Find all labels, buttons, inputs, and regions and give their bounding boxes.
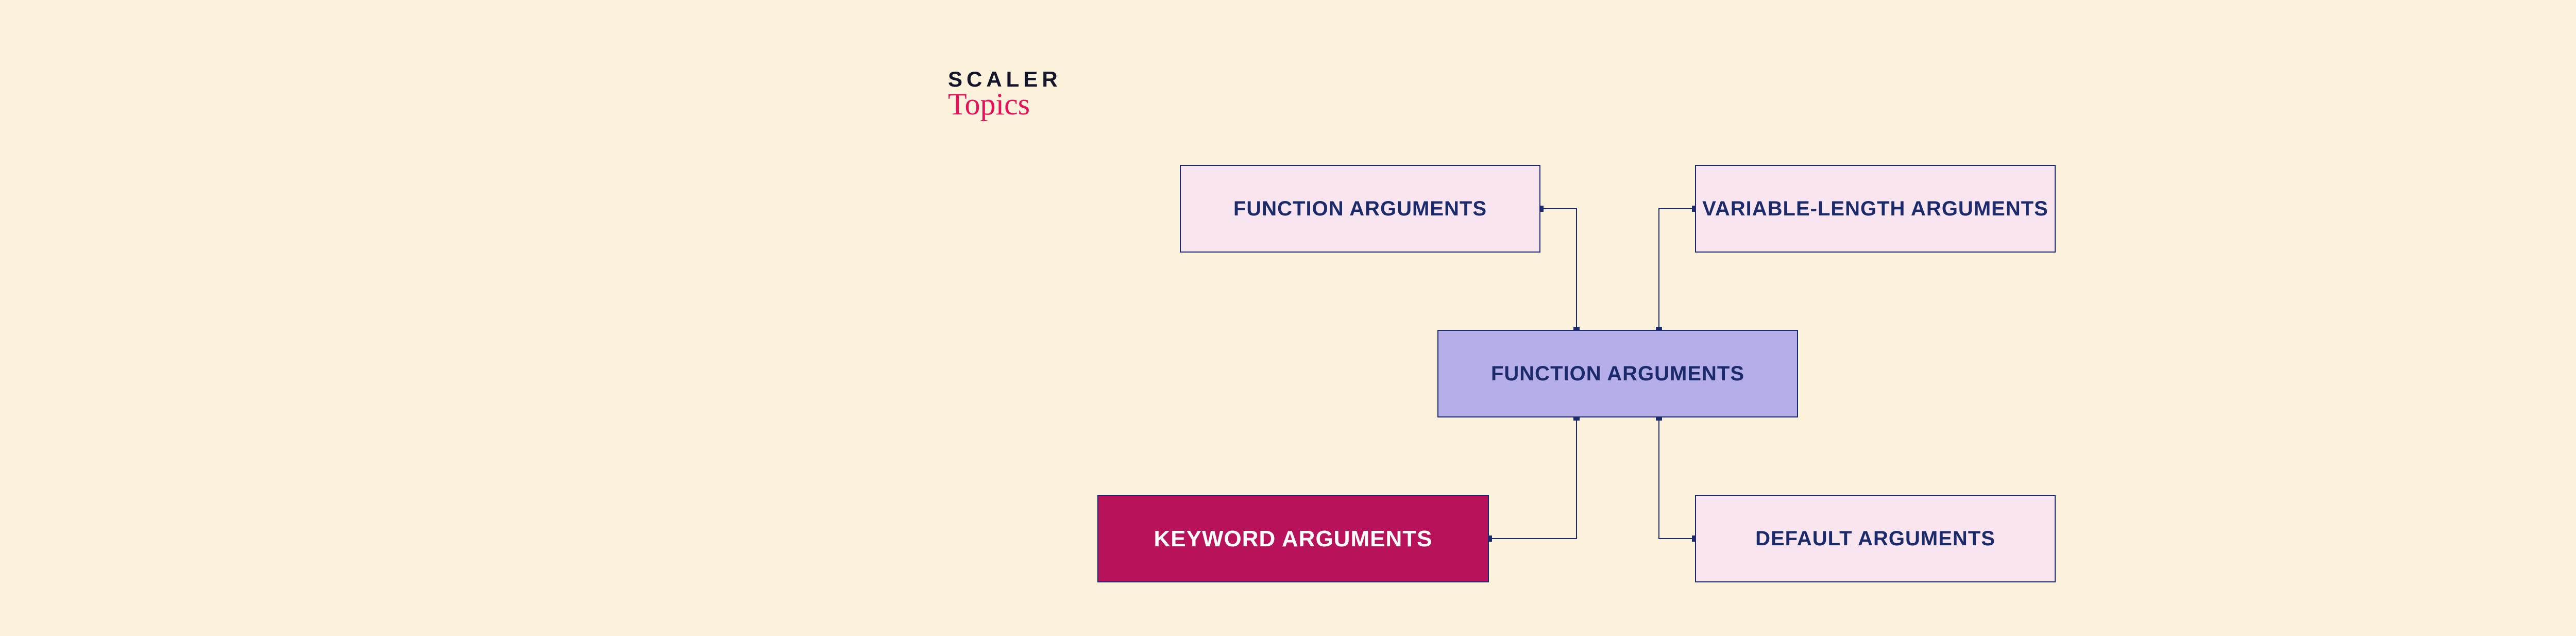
node-label: FUNCTION ARGUMENTS [1233, 196, 1487, 222]
node-top-left: FUNCTION ARGUMENTS [1180, 165, 1540, 253]
node-label: KEYWORD ARGUMENTS [1154, 525, 1433, 553]
node-center: FUNCTION ARGUMENTS [1437, 330, 1798, 417]
logo: SCALER Topics [948, 67, 1062, 122]
logo-text-topics: Topics [948, 87, 1062, 122]
edge [0, 0, 1, 1]
node-label: FUNCTION ARGUMENTS [1491, 361, 1744, 387]
node-bottom-right: DEFAULT ARGUMENTS [1695, 495, 2056, 582]
node-label: VARIABLE-LENGTH ARGUMENTS [1702, 196, 2048, 222]
node-label: DEFAULT ARGUMENTS [1755, 526, 1995, 551]
node-top-right: VARIABLE-LENGTH ARGUMENTS [1695, 165, 2056, 253]
node-bottom-left: KEYWORD ARGUMENTS [1097, 495, 1489, 582]
